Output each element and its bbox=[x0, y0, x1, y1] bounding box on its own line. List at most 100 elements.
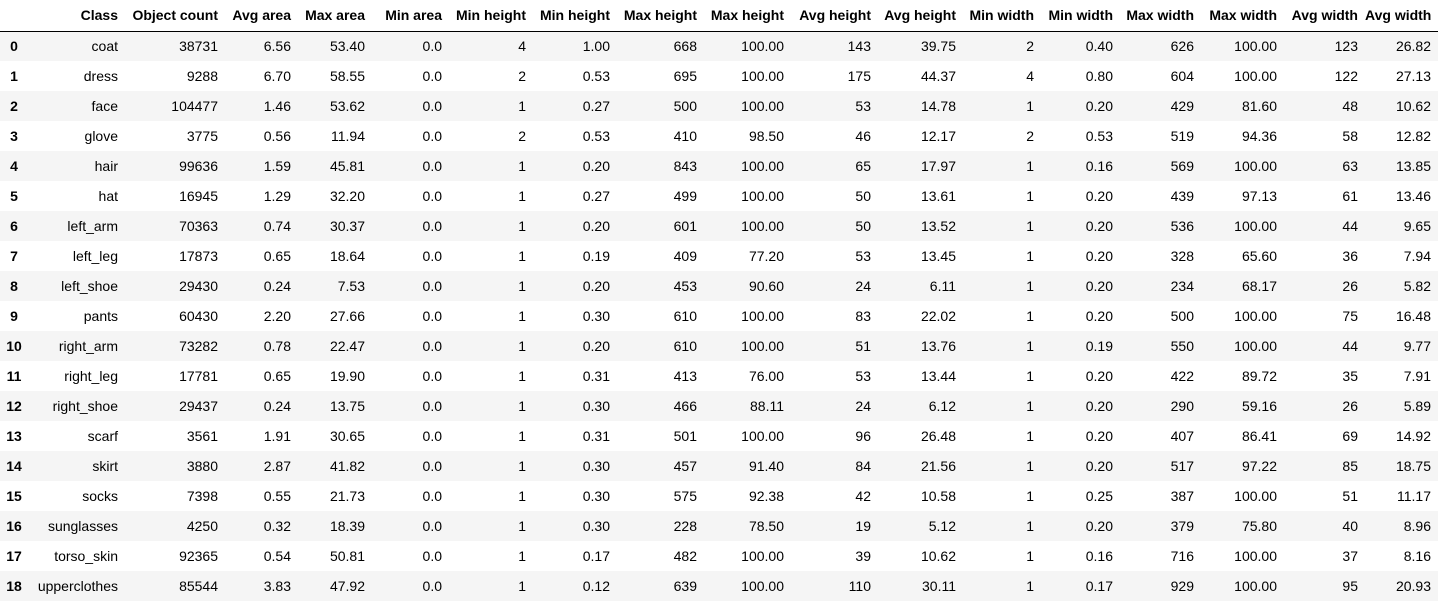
table-cell: 387 bbox=[1170, 488, 1194, 504]
table-cell: 13.85 bbox=[1395, 158, 1431, 174]
table-cell: 2 bbox=[1026, 38, 1034, 55]
table-cell: 328 bbox=[1170, 248, 1194, 264]
table-cell: 0.20 bbox=[582, 278, 610, 294]
table-cell: 6.12 bbox=[928, 398, 956, 414]
table-cell: 45.81 bbox=[329, 158, 365, 174]
table-cell: 1 bbox=[518, 368, 526, 384]
table-cell: 19.90 bbox=[329, 368, 365, 384]
table-cell: 0.20 bbox=[1085, 308, 1113, 324]
table-cell: 97.22 bbox=[1241, 458, 1277, 474]
table-cell: 2.20 bbox=[263, 308, 291, 324]
table-cell: 0.0 bbox=[422, 518, 442, 534]
table-cell: 1 bbox=[1026, 188, 1034, 204]
table-cell: 536 bbox=[1170, 218, 1194, 234]
table-cell: 13.75 bbox=[329, 398, 365, 414]
table-cell: 7.53 bbox=[337, 278, 365, 294]
table-cell: 21.56 bbox=[920, 458, 956, 474]
table-cell: 12.82 bbox=[1395, 128, 1431, 144]
table-cell: 228 bbox=[673, 518, 697, 534]
table-cell: 0.30 bbox=[582, 458, 610, 474]
table-row: 2 face 104477 1.46 53.62 0.0 1 0.27 500 100.00 53 1… bbox=[0, 91, 1438, 121]
table-cell: 3775 bbox=[186, 128, 218, 144]
table-cell: 0.20 bbox=[1085, 458, 1113, 474]
table-cell: 1 bbox=[518, 398, 526, 414]
table-cell: 73282 bbox=[179, 338, 218, 354]
table-cell: 1 bbox=[518, 458, 526, 474]
table-cell: 1 bbox=[518, 518, 526, 534]
row-index: 6 bbox=[10, 218, 18, 234]
table-cell: 499 bbox=[673, 188, 697, 204]
table-cell: 1 bbox=[518, 578, 526, 594]
table-cell: 1.00 bbox=[582, 38, 610, 55]
table-cell: 100.00 bbox=[741, 98, 784, 114]
table-row: 9 pants 60430 2.20 27.66 0.0 1 0.30 610 100.00 83 2… bbox=[0, 301, 1438, 331]
table-cell: 410 bbox=[673, 128, 697, 144]
column-header: Max height bbox=[704, 0, 791, 32]
table-cell: 8.16 bbox=[1403, 548, 1431, 564]
table-cell: 29437 bbox=[179, 398, 218, 414]
table-cell: 1 bbox=[1026, 308, 1034, 324]
table-cell: 70363 bbox=[179, 218, 218, 234]
table-cell: 26.48 bbox=[920, 428, 956, 444]
table-cell: 1 bbox=[518, 428, 526, 444]
header-row: Class Object count Avg area Max area Min are… bbox=[0, 0, 1438, 32]
table-cell: 0.20 bbox=[582, 218, 610, 234]
table-cell: 0.54 bbox=[263, 548, 291, 564]
table-cell: 4250 bbox=[186, 518, 218, 534]
table-cell: 1 bbox=[518, 188, 526, 204]
table-cell: 290 bbox=[1170, 398, 1194, 414]
table-cell: 100.00 bbox=[741, 218, 784, 234]
table-cell: 234 bbox=[1170, 278, 1194, 294]
table-cell: 1 bbox=[1026, 218, 1034, 234]
table-cell: 4 bbox=[518, 38, 526, 55]
table-cell: 1 bbox=[518, 218, 526, 234]
table-cell: 100.00 bbox=[741, 158, 784, 174]
table-cell: 77.20 bbox=[748, 248, 784, 264]
table-cell: 22.02 bbox=[920, 308, 956, 324]
table-cell: 1 bbox=[1026, 428, 1034, 444]
table-cell: 0.65 bbox=[263, 368, 291, 384]
table-cell: 1 bbox=[1026, 488, 1034, 504]
table-cell: 53 bbox=[855, 98, 871, 114]
table-cell: skirt bbox=[92, 458, 118, 474]
table-cell: 100.00 bbox=[1234, 578, 1277, 594]
table-cell: 21.73 bbox=[329, 488, 365, 504]
row-index: 9 bbox=[10, 308, 18, 324]
table-cell: 24 bbox=[855, 398, 871, 414]
table-cell: hair bbox=[94, 158, 118, 174]
table-cell: 439 bbox=[1170, 188, 1194, 204]
table-cell: 0.0 bbox=[422, 278, 442, 294]
table-cell: 1 bbox=[518, 488, 526, 504]
table-cell: 16.48 bbox=[1395, 308, 1431, 324]
table-cell: right_shoe bbox=[52, 398, 118, 414]
table-cell: 13.44 bbox=[920, 368, 956, 384]
table-cell: 100.00 bbox=[741, 578, 784, 594]
column-header: Min area bbox=[372, 0, 449, 32]
table-cell: 14.92 bbox=[1395, 428, 1431, 444]
table-cell: 0.30 bbox=[582, 308, 610, 324]
table-cell: 0.78 bbox=[263, 338, 291, 354]
table-cell: 929 bbox=[1170, 578, 1194, 594]
table-cell: 100.00 bbox=[1234, 308, 1277, 324]
table-cell: 92365 bbox=[179, 548, 218, 564]
table-cell: 0.24 bbox=[263, 278, 291, 294]
table-cell: 2.87 bbox=[263, 458, 291, 474]
table-cell: 20.93 bbox=[1395, 578, 1431, 594]
table-cell: 0.24 bbox=[263, 398, 291, 414]
table-cell: 10.62 bbox=[920, 548, 956, 564]
table-cell: 89.72 bbox=[1241, 368, 1277, 384]
table-cell: 38731 bbox=[179, 38, 218, 55]
table-cell: 0.16 bbox=[1085, 158, 1113, 174]
row-index: 4 bbox=[10, 158, 18, 174]
table-cell: 100.00 bbox=[1234, 38, 1277, 55]
table-cell: 0.20 bbox=[582, 338, 610, 354]
table-cell: 0.80 bbox=[1085, 68, 1113, 84]
table-cell: 37 bbox=[1342, 548, 1358, 564]
table-cell: 626 bbox=[1170, 38, 1194, 55]
table-cell: 0.53 bbox=[582, 68, 610, 84]
table-cell: 0.31 bbox=[582, 368, 610, 384]
table-cell: 1 bbox=[1026, 578, 1034, 594]
table-cell: 9.65 bbox=[1403, 218, 1431, 234]
table-cell: 110 bbox=[848, 578, 871, 594]
table-cell: 0.20 bbox=[582, 158, 610, 174]
